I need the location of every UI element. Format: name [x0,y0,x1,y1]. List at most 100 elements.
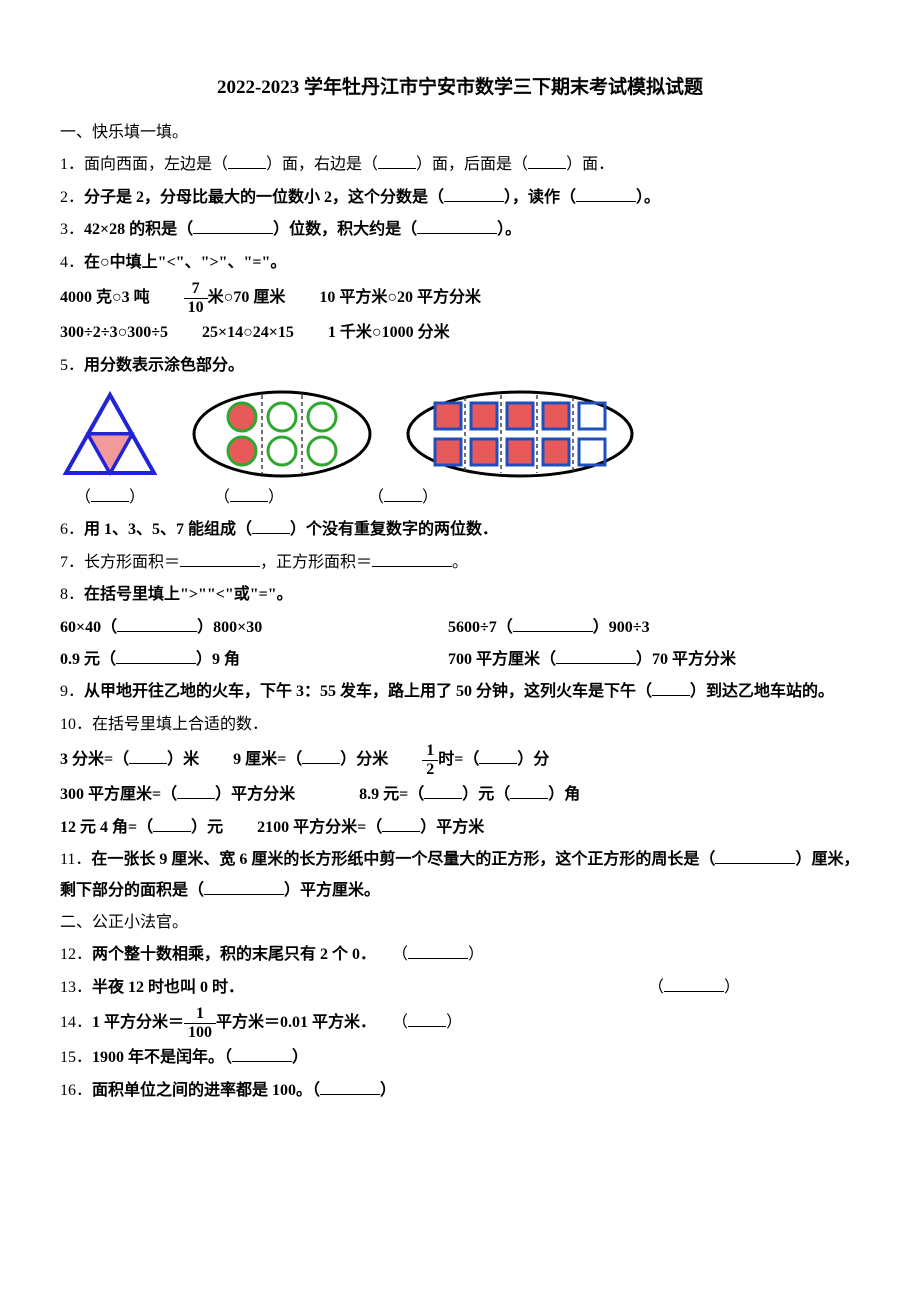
q11-num: 11． [60,851,91,868]
q1-t0: 面向西面，左边是（ [84,156,228,173]
q10r3-blank-a [153,815,191,832]
question-9: 9．从甲地开往乙地的火车，下午 3：55 发车，路上用了 50 分钟，这列火车是… [60,677,860,707]
q10r3-a: 12 元 4 角=（ ）元 [60,813,223,843]
q8r1-r1: 5600÷7（ [448,619,513,636]
q2-t2: ）。 [636,189,660,206]
frac-num-3: 1 [184,1005,216,1024]
question-3: 3．42×28 的积是（）位数，积大约是（）。 [60,215,860,245]
q1-t2: ）面，后面是（ [416,156,528,173]
q4-num: 4． [60,254,84,271]
q10r3-blank-b [382,815,420,832]
q10-text: 在括号里填上合适的数． [92,716,268,733]
q6-t1: ）个没有重复数字的两位数． [290,521,498,538]
q10r2-blank-a [177,782,215,799]
q11-blank-1 [715,847,795,864]
q4r1-a: 4000 克○3 吨 [60,283,150,313]
q10r2-a-pre: 300 平方厘米=（ [60,786,177,803]
frac-num: 7 [184,280,208,299]
fraction-7-10: 710 [184,280,208,316]
q10r2-blank-b1 [424,782,462,799]
q4-text: 在○中填上"<"、">"、"="。 [84,254,286,271]
q14-post: 平方米＝0.01 平方米． [216,1014,376,1031]
q10r2-b-post: ）角 [548,786,580,803]
q10r1-a: 3 分米=（ ）米 [60,745,199,775]
question-8: 8．在括号里填上">""<"或"="。 [60,580,860,610]
q14-blank [408,1010,446,1027]
q8r2-blank-2 [556,647,636,664]
oval-circles-figure [190,389,375,479]
q1-blank-3 [528,152,566,169]
q10-row-2: 300 平方厘米=（）平方分米 8.9 元=（）元（）角 [60,780,860,810]
q16-blank [320,1078,380,1095]
q11-t0: 在一张长 9 厘米、宽 6 厘米的长方形纸中剪一个尽量大的正方形，这个正方形的周… [91,851,715,868]
q15-close: ） [292,1049,308,1066]
q10-row-1: 3 分米=（）米 9 厘米=（）分米 12时=（）分 [60,742,860,778]
q5-blank-1 [91,485,129,502]
question-13: 13．半夜 12 时也叫 0 时． （） [60,973,860,1003]
q10r3-a-pre: 12 元 4 角=（ [60,819,153,836]
q7-tc: 。 [452,554,468,571]
q4-row-1: 4000 克○3 吨 710米○70 厘米 10 平方米○20 平方分米 [60,280,860,316]
question-14: 14．1 平方分米＝1100平方米＝0.01 平方米． （） [60,1005,860,1041]
q4r2-a: 300÷2÷3○300÷5 [60,318,168,348]
q8r1-left: 60×40（）800×30 [60,613,444,643]
q1-blank-2 [378,152,416,169]
q11-blank-2 [204,878,284,895]
q7-blank-2 [372,550,452,567]
question-4: 4．在○中填上"<"、">"、"="。 [60,248,860,278]
q8r2-l1: 0.9 元（ [60,651,116,668]
q15-blank [232,1045,292,1062]
q8r2-l2: ）9 角 [196,651,240,668]
q15-num: 15． [60,1049,92,1066]
q4r1-c: 10 平方米○20 平方分米 [319,283,481,313]
q10r1-blank-a [129,747,167,764]
q3-t1: ）位数，积大约是（ [273,221,417,238]
q6-t0: 用 1、3、5、7 能组成（ [84,521,252,538]
q5-labels: （） （） （） [60,483,860,513]
q2-t0: 分子是 2，分母比最大的一位数小 2，这个分数是（ [84,189,444,206]
question-16: 16．面积单位之间的进率都是 100。（） [60,1076,860,1106]
q8r2-r1: 700 平方厘米（ [448,651,556,668]
q1-t1: ）面，右边是（ [266,156,378,173]
q8r1-l2: ）800×30 [197,619,262,636]
q10r2-b-pre: 8.9 元=（ [359,786,424,803]
frac-den-2: 2 [422,761,438,779]
q4r2-c: 1 千米○1000 分米 [328,318,450,348]
q8r2-r2: ）70 平方分米 [636,651,736,668]
q10r1-b-pre: 9 厘米=（ [233,751,302,768]
q2-t1: ），读作（ [504,189,576,206]
q10r1-a-post: ）米 [167,751,199,768]
q10r2-b: 8.9 元=（）元（）角 [359,780,580,810]
question-12: 12．两个整十数相乘，积的末尾只有 2 个 0． （） [60,940,860,970]
q5-figures [60,389,860,479]
question-11: 11．在一张长 9 厘米、宽 6 厘米的长方形纸中剪一个尽量大的正方形，这个正方… [60,845,860,906]
frac-den: 10 [184,299,208,317]
q12-blank [408,942,468,959]
q1-t3: ）面． [566,156,614,173]
q3-blank-1 [193,217,273,234]
q8r2-right: 700 平方厘米（ ）70 平方分米 [448,645,832,675]
q8r1-r2: ）900÷3 [593,619,650,636]
q7-num: 7． [60,554,84,571]
q10r1-blank-c [479,747,517,764]
q12-num: 12． [60,946,92,963]
frac-num-2: 1 [422,742,438,761]
q15-text: 1900 年不是闰年。（ [92,1049,232,1066]
q13-text: 半夜 12 时也叫 0 时． [92,979,244,996]
q5-blank-3 [384,485,422,502]
question-10: 10．在括号里填上合适的数． [60,710,860,740]
exam-title: 2022-2023 学年牡丹江市宁安市数学三下期末考试模拟试题 [60,70,860,106]
q16-text: 面积单位之间的进率都是 100。（ [92,1082,320,1099]
q10r1-c: 12时=（）分 [422,742,549,778]
q10r3-b: 2100 平方分米=（）平方米 [257,813,484,843]
q5-label-2: （） [164,483,334,513]
q1-num: 1． [60,156,84,173]
q3-t2: ）。 [497,221,521,238]
q10r3-a-post: ）元 [191,819,223,836]
q10-row-3: 12 元 4 角=（ ）元 2100 平方分米=（）平方米 [60,813,860,843]
q2-blank-2 [576,185,636,202]
q10r1-a-pre: 3 分米=（ [60,751,129,768]
q10r1-c-mid: 时=（ [438,751,479,768]
q9-t1: ）到达乙地车站的。 [690,683,834,700]
q16-close: ） [380,1082,396,1099]
